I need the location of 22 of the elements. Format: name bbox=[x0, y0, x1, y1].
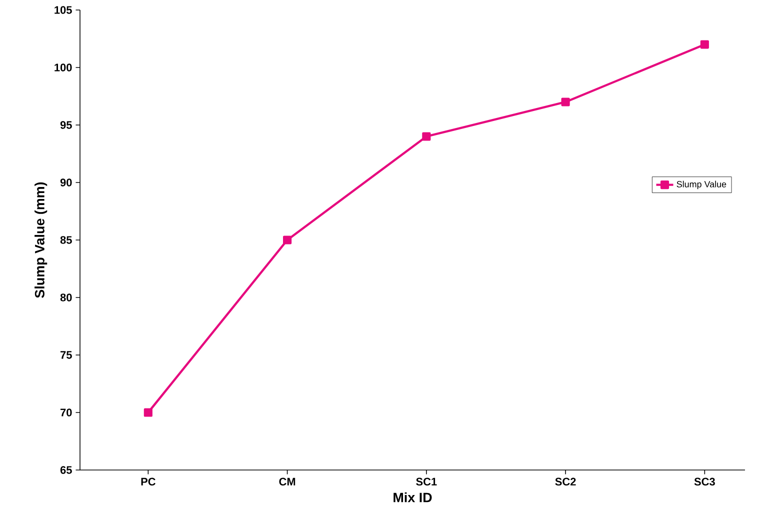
y-tick-label: 65 bbox=[60, 466, 72, 474]
point bbox=[144, 408, 152, 417]
x-tick-label: SC2 bbox=[555, 478, 576, 486]
legend-label: Slump Value bbox=[676, 180, 726, 190]
y-tick-label: 105 bbox=[54, 6, 72, 14]
y-tick-label: 75 bbox=[60, 351, 72, 359]
point bbox=[561, 98, 570, 106]
y-tick-label: 70 bbox=[60, 408, 72, 416]
x-tick-label: SC1 bbox=[416, 478, 437, 486]
y-tick-label: 100 bbox=[54, 64, 72, 72]
point bbox=[283, 236, 292, 244]
y-tick-label: 85 bbox=[60, 236, 72, 244]
x-axis-title: Mix ID bbox=[394, 492, 432, 502]
point bbox=[422, 132, 431, 141]
y-axis-title: Slump Value (mm) bbox=[34, 182, 48, 298]
x-tick-label: CM bbox=[279, 478, 296, 486]
point bbox=[700, 40, 709, 49]
y-tick-label: 90 bbox=[60, 178, 72, 186]
x-tick-label: SC3 bbox=[694, 478, 715, 486]
y-tick-label: 95 bbox=[60, 121, 72, 129]
x-tick-label: PC bbox=[141, 478, 156, 486]
y-tick-label: 80 bbox=[60, 294, 72, 302]
